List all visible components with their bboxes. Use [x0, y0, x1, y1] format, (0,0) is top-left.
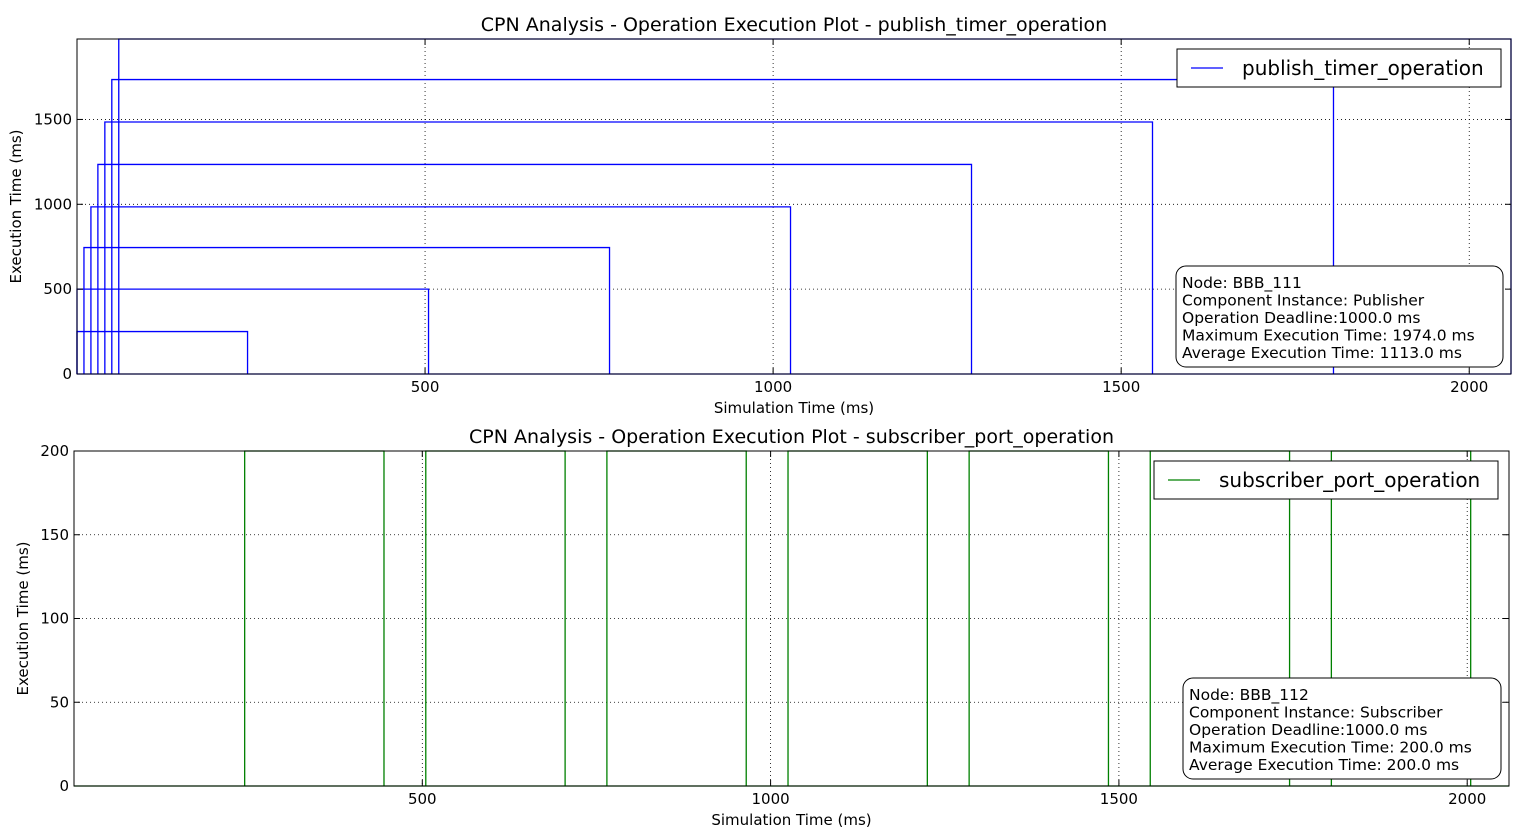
x-tick-label: 2000 [1448, 790, 1486, 808]
x-tick-label: 1000 [752, 790, 790, 808]
pulse-7 [111, 78, 1335, 374]
y-tick-label: 0 [59, 777, 69, 795]
y-tick-label: 150 [40, 526, 69, 544]
pulse-1 [76, 330, 249, 374]
legend-label: subscriber_port_operation [1219, 468, 1480, 492]
pulse-5 [97, 163, 973, 374]
chart-title: CPN Analysis - Operation Execution Plot … [481, 14, 1107, 36]
x-tick-label: 1500 [1100, 790, 1138, 808]
pulse-3 [83, 246, 611, 374]
x-tick-label: 1500 [1102, 378, 1140, 396]
y-axis-label: Execution Time (ms) [14, 542, 32, 696]
legend-box [1176, 48, 1502, 88]
info-line-4: Maximum Execution Time: 1974.0 ms [1182, 327, 1475, 345]
info-line-5: Average Execution Time: 1113.0 ms [1182, 344, 1462, 362]
info-line-2: Component Instance: Publisher [1182, 292, 1425, 310]
legend: publish_timer_operation [1176, 48, 1502, 88]
legend-box [1153, 460, 1499, 500]
y-tick-label: 0 [62, 365, 72, 383]
grid [77, 39, 1511, 374]
x-tick-label: 1000 [754, 378, 792, 396]
x-tick-label: 500 [408, 790, 437, 808]
y-axis-label: Execution Time (ms) [7, 130, 25, 284]
info-line-1: Node: BBB_112 [1189, 686, 1309, 705]
info-box-frame [1175, 265, 1504, 368]
info-line-2: Component Instance: Subscriber [1189, 704, 1443, 722]
info-box-frame [1182, 677, 1502, 780]
chart-title: CPN Analysis - Operation Execution Plot … [469, 426, 1114, 448]
pulse-6 [104, 121, 1154, 374]
y-tick-label: 100 [40, 610, 69, 628]
legend: subscriber_port_operation [1153, 460, 1499, 500]
pulse-3 [606, 450, 747, 786]
axes-frame [76, 38, 1512, 375]
x-tick-label: 500 [411, 378, 440, 396]
x-tick-label: 2000 [1450, 378, 1488, 396]
ticks: 500 1000 1500 2000 0 500 1000 1500 [34, 39, 1511, 396]
info-line-3: Operation Deadline:1000.0 ms [1189, 721, 1427, 739]
y-tick-label: 50 [50, 693, 69, 711]
info-line-1: Node: BBB_111 [1182, 274, 1302, 293]
chart-1: 500 1000 1500 2000 0 500 1000 1500 CPN Analysis … [7, 14, 1512, 417]
x-axis-label: Simulation Time (ms) [711, 811, 871, 829]
legend-label: publish_timer_operation [1242, 56, 1484, 80]
y-tick-label: 1500 [34, 110, 72, 128]
info-line-4: Maximum Execution Time: 200.0 ms [1189, 739, 1472, 757]
info-line-3: Operation Deadline:1000.0 ms [1182, 309, 1420, 327]
x-axis-label: Simulation Time (ms) [714, 399, 874, 417]
pulse-4 [90, 206, 792, 374]
info-line-5: Average Execution Time: 200.0 ms [1189, 756, 1459, 774]
chart-2: 500 1000 1500 2000 0 50 100 150 200 CPN Analysis … [14, 426, 1510, 829]
y-tick-label: 200 [40, 442, 69, 460]
ticks: 500 1000 1500 2000 0 50 100 150 200 [40, 442, 1509, 808]
y-tick-label: 500 [43, 280, 72, 298]
y-tick-label: 1000 [34, 195, 72, 213]
